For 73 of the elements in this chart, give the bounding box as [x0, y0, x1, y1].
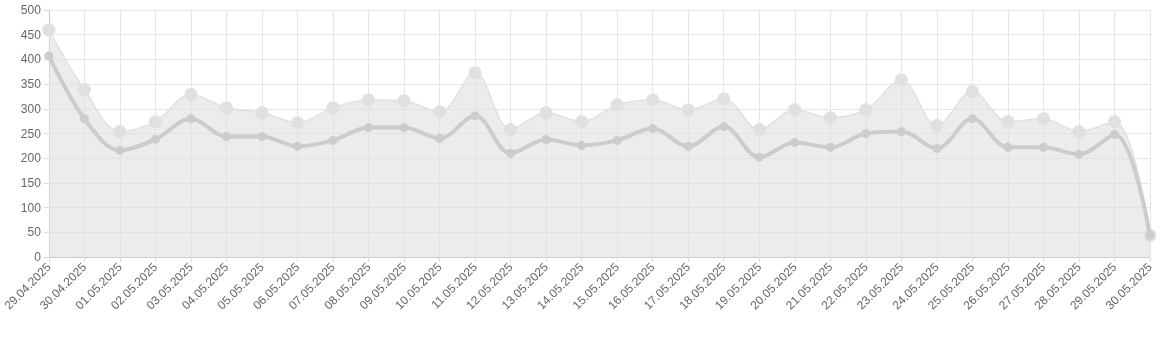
point	[754, 152, 764, 162]
y-tick-label: 200	[20, 151, 42, 166]
point	[896, 127, 906, 137]
y-tick-label: 0	[34, 250, 42, 264]
point	[1036, 112, 1050, 126]
point	[326, 101, 340, 115]
point	[610, 98, 624, 112]
point	[504, 123, 518, 137]
point	[328, 135, 338, 145]
point	[77, 83, 91, 97]
y-tick-label: 500	[20, 3, 42, 17]
point	[575, 115, 589, 129]
point	[541, 134, 551, 144]
point	[861, 129, 871, 138]
point	[894, 73, 908, 87]
y-tick-label: 250	[20, 126, 42, 141]
point	[148, 115, 162, 129]
point	[965, 85, 979, 99]
point	[433, 105, 447, 119]
y-tick-label: 100	[20, 200, 42, 215]
point	[79, 114, 89, 124]
y-tick-label: 350	[20, 77, 42, 92]
point	[397, 94, 411, 108]
point	[1038, 142, 1048, 152]
point	[292, 141, 302, 151]
y-tick-label: 450	[20, 27, 42, 42]
point	[612, 135, 622, 145]
point	[681, 103, 695, 117]
point	[219, 101, 233, 115]
point	[186, 114, 196, 124]
y-tick-label: 400	[20, 52, 42, 67]
point	[646, 93, 660, 107]
point	[719, 122, 729, 132]
point	[1107, 115, 1121, 129]
point	[752, 123, 766, 137]
point	[115, 145, 125, 155]
point	[255, 106, 269, 120]
point	[823, 111, 837, 125]
point	[788, 103, 802, 117]
point	[539, 106, 553, 120]
point	[470, 111, 480, 121]
y-tick-label: 300	[20, 101, 42, 116]
point	[577, 140, 587, 150]
y-tick-label: 150	[20, 175, 42, 190]
point	[399, 123, 409, 133]
point	[717, 92, 731, 106]
point	[859, 103, 873, 117]
point	[184, 87, 198, 101]
point	[932, 143, 942, 153]
y-tick-label: 50	[27, 225, 42, 240]
point	[44, 51, 54, 61]
point	[648, 124, 658, 134]
point	[683, 141, 693, 151]
point	[1109, 129, 1119, 139]
point	[291, 116, 304, 130]
point	[967, 114, 977, 124]
point	[506, 148, 516, 158]
point	[1001, 115, 1015, 129]
point	[1003, 142, 1013, 152]
point	[930, 119, 944, 133]
point	[42, 23, 56, 37]
point	[150, 134, 160, 144]
point	[362, 93, 376, 107]
point	[435, 133, 445, 143]
point	[257, 131, 267, 141]
point	[364, 123, 374, 133]
point	[1072, 125, 1086, 139]
point	[790, 137, 800, 147]
point	[221, 131, 231, 141]
point	[113, 125, 127, 139]
point	[1074, 149, 1084, 159]
point	[825, 142, 835, 152]
point	[468, 66, 482, 80]
